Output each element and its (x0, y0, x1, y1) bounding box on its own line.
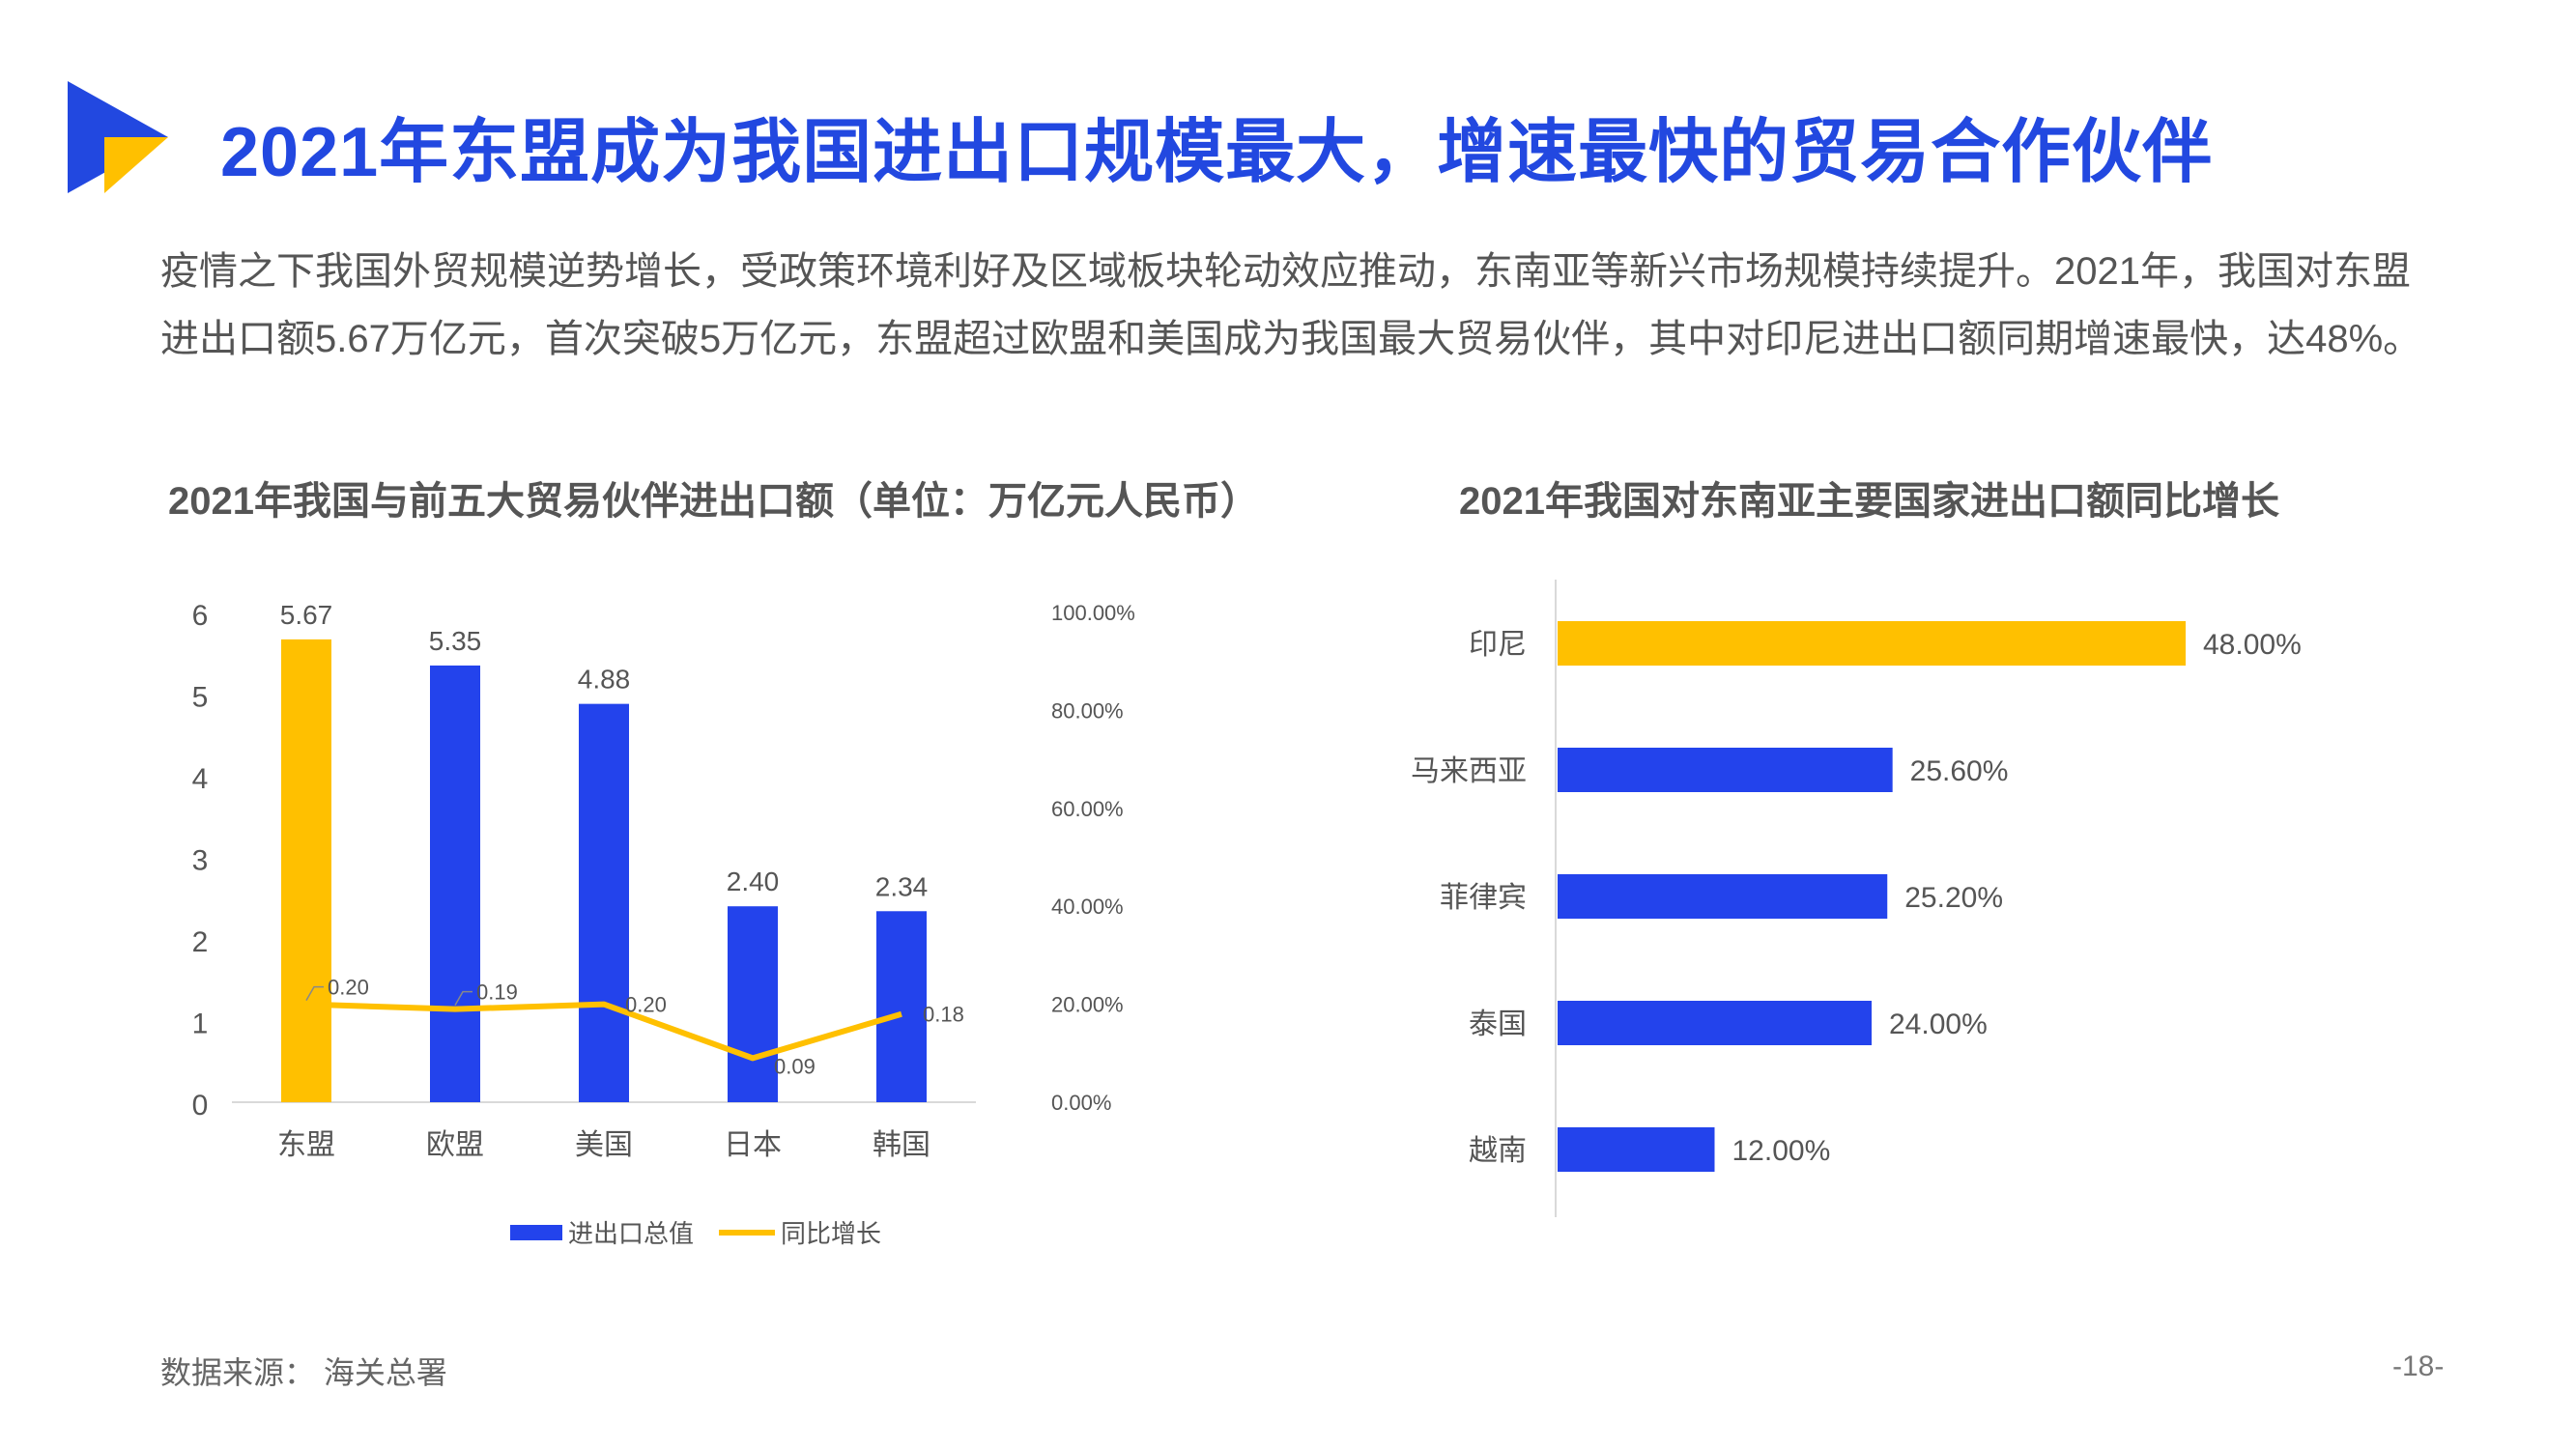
x-category-label: 日本 (724, 1129, 782, 1161)
y-category-label: 菲律宾 (1440, 882, 1527, 914)
x-category-label: 东盟 (277, 1129, 335, 1161)
trade-partners-combo-chart: 01234560.00%20.00%40.00%60.00%80.00%100.… (192, 600, 1135, 1248)
bar-value-label: 5.67 (280, 600, 333, 630)
bar-value-label: 5.35 (429, 626, 482, 656)
bar-value-label: 2.34 (875, 871, 929, 901)
y-category-label: 印尼 (1469, 629, 1527, 661)
bar-value-label: 2.40 (727, 867, 780, 896)
page-number: -18- (2392, 1350, 2445, 1382)
bar-trade-value (579, 703, 629, 1102)
y-right-tick-label: 20.00% (1051, 993, 1124, 1017)
y-left-tick-label: 4 (192, 763, 209, 795)
right-chart-title: 2021年我国对东南亚主要国家进出口额同比增长 (1459, 480, 2279, 523)
bar-growth (1558, 748, 1893, 792)
bar-value-label: 25.20% (1904, 882, 2003, 914)
bar-value-label: 24.00% (1889, 1009, 1988, 1040)
intro-line-2: 进出口额5.67万亿元，首次突破5万亿元，东盟超过欧盟和美国成为我国最大贸易伙伴… (160, 318, 2422, 360)
x-category-label: 韩国 (873, 1129, 930, 1161)
brand-logo (68, 81, 168, 193)
legend-label: 进出口总值 (568, 1219, 694, 1248)
y-right-tick-label: 100.00% (1051, 601, 1135, 625)
growth-line (305, 1001, 902, 1062)
intro-line-1: 疫情之下我国外贸规模逆势增长，受政策环境利好及区域板块轮动效应推动，东南亚等新兴… (160, 250, 2411, 293)
y-right-tick-label: 80.00% (1051, 698, 1124, 723)
leader-line (305, 985, 324, 1001)
growth-value-label: 0.20 (328, 976, 369, 1000)
left-chart-title: 2021年我国与前五大贸易伙伴进出口额（单位：万亿元人民币） (168, 480, 1259, 523)
bar-growth (1558, 1001, 1872, 1045)
x-category-label: 欧盟 (426, 1129, 484, 1161)
y-category-label: 泰国 (1469, 1009, 1527, 1040)
bar-growth (1558, 621, 2186, 666)
legend-swatch-bar (510, 1225, 562, 1240)
y-category-label: 越南 (1469, 1135, 1527, 1167)
page-title: 2021年东盟成为我国进出口规模最大，增速最快的贸易合作伙伴 (220, 114, 2214, 191)
leader-line (454, 990, 472, 1007)
bar-trade-value (728, 906, 778, 1102)
bar-trade-value (876, 911, 927, 1102)
bar-growth (1558, 874, 1888, 919)
intro-paragraph: 疫情之下我国外贸规模逆势增长，受政策环境利好及区域板块轮动效应推动，东南亚等新兴… (160, 238, 2441, 373)
bar-value-label: 12.00% (1732, 1135, 1831, 1167)
growth-value-label: 0.18 (923, 1003, 964, 1027)
bar-value-label: 25.60% (1910, 755, 2009, 787)
bar-trade-value (430, 665, 480, 1102)
asean-growth-bar-chart: 印尼 48.00% 马来西亚 25.60% 菲律宾 25.20% 泰国 24.00% 越南 12.… (1411, 580, 2302, 1217)
bar-trade-value (281, 639, 331, 1102)
bar-growth (1558, 1127, 1715, 1172)
bar-value-label: 4.88 (578, 665, 631, 695)
bar-value-label: 48.00% (2203, 629, 2302, 661)
y-left-tick-label: 1 (192, 1009, 209, 1040)
legend-label: 同比增长 (781, 1219, 881, 1248)
y-category-label: 马来西亚 (1411, 755, 1527, 787)
y-left-tick-label: 2 (192, 926, 209, 958)
y-left-tick-label: 6 (192, 600, 209, 632)
y-left-tick-label: 0 (192, 1090, 209, 1122)
growth-value-label: 0.09 (774, 1054, 816, 1078)
growth-value-label: 0.20 (625, 993, 667, 1017)
y-right-tick-label: 0.00% (1051, 1091, 1111, 1115)
y-left-tick-label: 3 (192, 845, 209, 877)
x-category-label: 美国 (575, 1129, 633, 1161)
growth-value-label: 0.19 (476, 980, 518, 1005)
y-left-tick-label: 5 (192, 682, 209, 714)
y-right-tick-label: 40.00% (1051, 895, 1124, 919)
y-right-tick-label: 60.00% (1051, 797, 1124, 821)
data-source: 数据来源： 海关总署 (160, 1355, 447, 1390)
